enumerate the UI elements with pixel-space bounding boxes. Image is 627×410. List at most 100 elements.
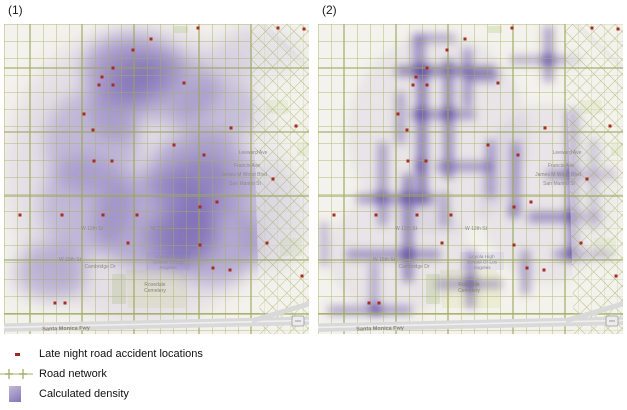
accident-point — [172, 143, 176, 147]
accident-point — [445, 48, 449, 52]
accident-points-layer — [18, 26, 306, 305]
accident-point — [198, 205, 202, 209]
school-label: School Of Los — [467, 260, 498, 266]
freeway-label: Santa Monica Fwy — [356, 325, 405, 332]
road-network-icon — [0, 367, 34, 381]
accident-point — [406, 159, 410, 163]
accident-point — [512, 205, 516, 209]
school-label: Loyola High — [155, 254, 181, 260]
street-label: W 15th St — [59, 257, 82, 263]
accident-point — [131, 48, 135, 52]
accident-point — [614, 274, 618, 278]
cemetery-label: Rosedale — [458, 282, 479, 288]
accident-point — [211, 266, 215, 270]
accident-point — [82, 112, 86, 116]
accident-point — [126, 241, 130, 245]
accident-point — [302, 27, 306, 31]
accident-point — [440, 241, 444, 245]
legend-label-road-network: Road network — [39, 368, 107, 380]
accident-point — [579, 241, 583, 245]
accident-point — [590, 26, 594, 30]
freeway — [318, 301, 623, 333]
accident-point — [405, 128, 409, 132]
basemap-attribution-icon — [605, 315, 619, 327]
accident-point — [149, 37, 153, 41]
density-swatch-icon — [0, 386, 34, 402]
accident-point — [510, 26, 514, 30]
accident-point-icon — [0, 352, 34, 356]
street-label: San Marino St — [229, 181, 261, 187]
accident-point — [616, 27, 620, 31]
accident-point — [276, 26, 280, 30]
accident-point — [424, 159, 428, 163]
accident-point — [374, 213, 378, 217]
accident-point — [411, 83, 415, 87]
legend-row-density: Calculated density — [0, 384, 300, 404]
cemetery-label: Cemetery — [458, 288, 480, 294]
cemetery-label: Rosedale — [144, 282, 165, 288]
panel-1-label: (1) — [8, 3, 23, 17]
accident-point — [60, 213, 64, 217]
accident-point — [396, 112, 400, 116]
accident-point — [229, 126, 233, 130]
accident-point — [543, 126, 547, 130]
accident-point — [294, 124, 298, 128]
accident-point — [111, 66, 115, 70]
accident-point — [18, 213, 22, 217]
road-network-layer — [318, 24, 623, 334]
freeway — [4, 301, 309, 333]
accident-point — [414, 75, 418, 79]
freeway-label: Santa Monica Fwy — [42, 325, 91, 332]
accident-point — [196, 26, 200, 30]
accident-point — [53, 301, 57, 305]
accident-point — [525, 266, 529, 270]
school-label: School Of Los — [153, 260, 184, 266]
accident-point — [608, 124, 612, 128]
accident-point — [215, 200, 219, 204]
street-label: James M Wood Blvd — [221, 172, 267, 178]
kernel-density-map: Leeward Ave Francis Ave James M Wood Blvd S… — [4, 24, 309, 334]
accident-point — [415, 213, 419, 217]
basemap-attribution-icon — [291, 315, 305, 327]
street-label: San Marino St — [543, 181, 575, 187]
street-label: Cambridge Dr — [84, 264, 115, 270]
accident-point — [300, 274, 304, 278]
map-panel-kernel-density: Leeward Ave Francis Ave James M Wood Blvd S… — [4, 24, 309, 334]
accident-point — [377, 301, 381, 305]
accident-point — [198, 243, 202, 247]
accident-point — [463, 37, 467, 41]
school-label: Loyola High — [469, 254, 495, 260]
accident-point — [97, 83, 101, 87]
accident-point — [449, 213, 453, 217]
school-label: Angeles — [159, 265, 177, 271]
cemetery-label: Cemetery — [144, 288, 166, 294]
accident-points-layer — [332, 26, 620, 305]
accident-point — [367, 301, 371, 305]
accident-point — [111, 83, 115, 87]
accident-point — [228, 268, 232, 272]
street-label: W 12th St — [465, 226, 488, 232]
accident-point — [271, 177, 275, 181]
street-label: Francis Ave — [234, 163, 260, 169]
panel-2-label: (2) — [322, 3, 337, 17]
street-label: W 15th St — [373, 257, 396, 263]
legend: Late night road accident locations Road … — [0, 344, 300, 404]
legend-label-accidents: Late night road accident locations — [39, 348, 203, 360]
accident-point — [496, 81, 500, 85]
road-network-layer — [4, 24, 309, 334]
street-label: James M Wood Blvd — [535, 172, 581, 178]
accident-point — [265, 241, 269, 245]
street-label: W 12th St — [81, 226, 104, 232]
accident-point — [100, 75, 104, 79]
accident-point — [425, 83, 429, 87]
accident-point — [486, 143, 490, 147]
street-label: Leeward Ave — [239, 150, 268, 156]
legend-label-density: Calculated density — [39, 388, 129, 400]
legend-row-road-network: Road network — [0, 364, 300, 384]
accident-point — [516, 153, 520, 157]
accident-point — [585, 177, 589, 181]
street-label: Cambridge Dr — [398, 264, 429, 270]
street-label: Francis Ave — [548, 163, 574, 169]
accident-point — [101, 213, 105, 217]
accident-point — [91, 128, 95, 132]
